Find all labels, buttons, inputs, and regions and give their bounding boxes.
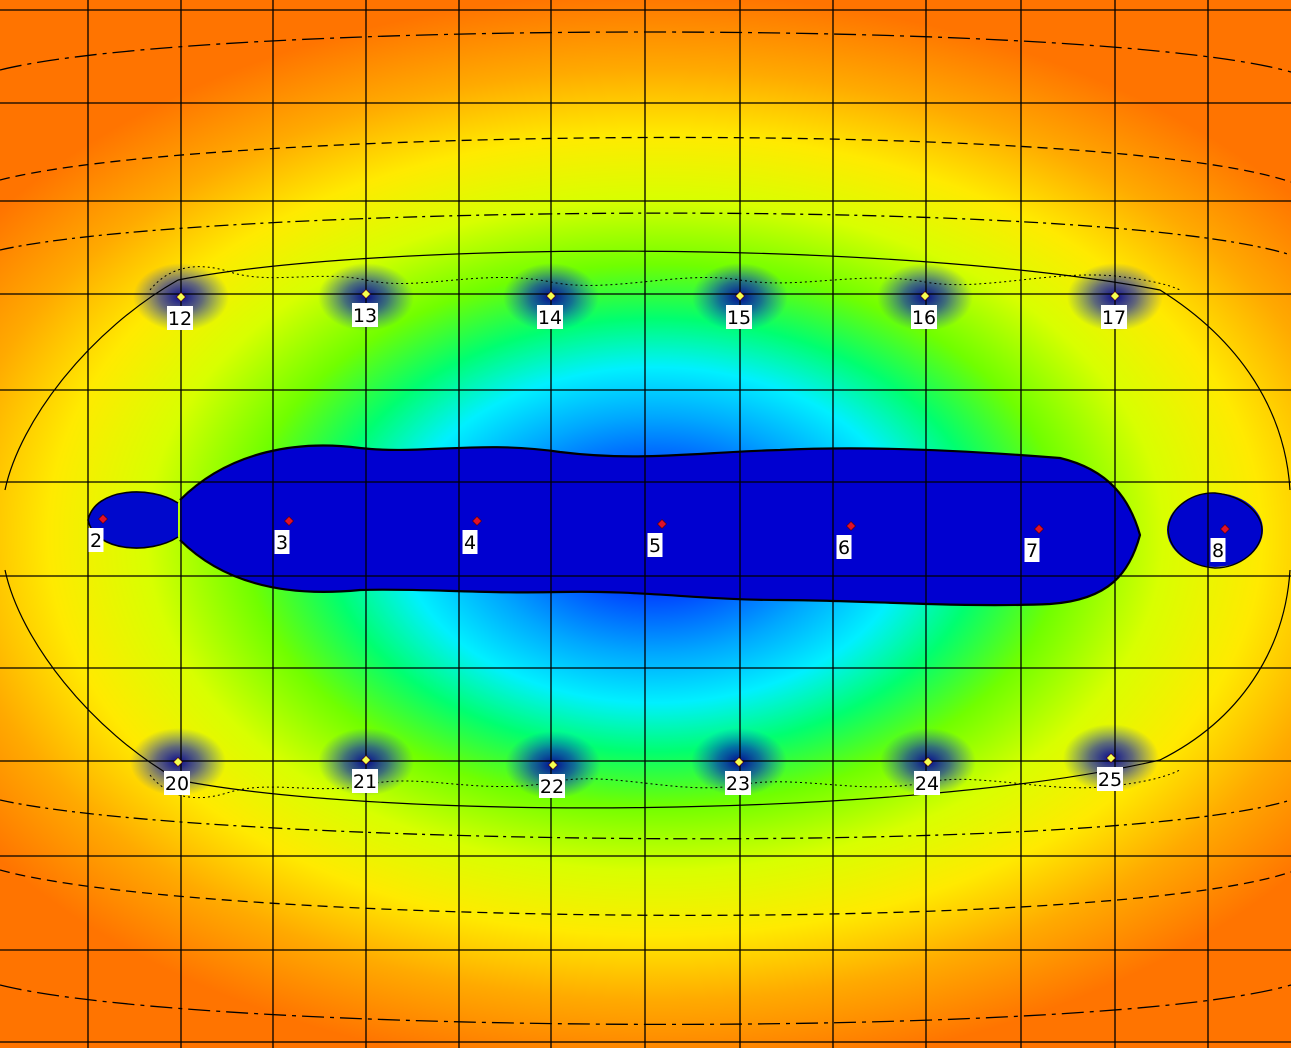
label-box bbox=[647, 533, 663, 557]
label-box bbox=[537, 305, 563, 329]
label-box bbox=[836, 535, 852, 559]
source-marker[interactable] bbox=[98, 514, 108, 524]
receiver-label: 13 bbox=[352, 303, 378, 327]
contour-lower-3 bbox=[0, 984, 1291, 1026]
label-box bbox=[352, 303, 378, 327]
receiver-dips bbox=[130, 263, 1163, 799]
label-box bbox=[352, 769, 378, 793]
label-text: 3 bbox=[276, 532, 288, 554]
source-marker[interactable] bbox=[1034, 524, 1044, 534]
source-label: 2 bbox=[88, 528, 104, 552]
source-label: 5 bbox=[647, 533, 663, 557]
label-text: 6 bbox=[838, 537, 850, 559]
label-text: 21 bbox=[353, 771, 377, 793]
receiver-marker[interactable] bbox=[923, 757, 933, 767]
label-box bbox=[726, 305, 752, 329]
label-box bbox=[1101, 305, 1127, 329]
label-text: 16 bbox=[912, 307, 936, 329]
receiver-marker[interactable] bbox=[735, 291, 745, 301]
source-marker[interactable] bbox=[657, 519, 667, 529]
receiver-marker[interactable] bbox=[361, 289, 371, 299]
label-text: 2 bbox=[90, 530, 102, 552]
label-text: 23 bbox=[726, 773, 750, 795]
receiver-label: 22 bbox=[539, 774, 565, 798]
receiver-marker[interactable] bbox=[173, 757, 183, 767]
source-label: 3 bbox=[274, 530, 290, 554]
receiver-label: 12 bbox=[167, 306, 193, 330]
receiver-label: 17 bbox=[1101, 305, 1127, 329]
source-label: 7 bbox=[1024, 538, 1040, 562]
label-box bbox=[462, 530, 478, 554]
source-marker[interactable] bbox=[472, 516, 482, 526]
source-label: 8 bbox=[1210, 538, 1226, 562]
label-box bbox=[167, 306, 193, 330]
label-text: 13 bbox=[353, 305, 377, 327]
receiver-marker[interactable] bbox=[548, 760, 558, 770]
label-text: 5 bbox=[649, 535, 661, 557]
contour-upper-2 bbox=[0, 136, 1291, 183]
receiver-marker[interactable] bbox=[1106, 753, 1116, 763]
source-label: 6 bbox=[836, 535, 852, 559]
contour-upper-3 bbox=[0, 31, 1291, 73]
label-text: 20 bbox=[165, 773, 189, 795]
source-label: 4 bbox=[462, 530, 478, 554]
label-box bbox=[725, 771, 751, 795]
label-text: 24 bbox=[915, 773, 939, 795]
receiver-marker[interactable] bbox=[1110, 291, 1120, 301]
contour-inner bbox=[179, 444, 1142, 607]
label-text: 7 bbox=[1026, 540, 1038, 562]
receiver-marker[interactable] bbox=[546, 291, 556, 301]
label-text: 12 bbox=[168, 308, 192, 330]
label-box bbox=[911, 305, 937, 329]
contour-middle bbox=[4, 250, 1291, 809]
label-box bbox=[1210, 538, 1226, 562]
receiver-label: 21 bbox=[352, 769, 378, 793]
source-marker[interactable] bbox=[846, 521, 856, 531]
contour-lower-2 bbox=[0, 869, 1291, 916]
contour-top-receivers bbox=[149, 266, 1181, 291]
receiver-label: 16 bbox=[911, 305, 937, 329]
receiver-marker[interactable] bbox=[361, 755, 371, 765]
label-box bbox=[1097, 767, 1123, 791]
contour-lower-1 bbox=[0, 799, 1291, 840]
source-marker[interactable] bbox=[284, 516, 294, 526]
label-text: 15 bbox=[727, 307, 751, 329]
label-text: 22 bbox=[540, 776, 564, 798]
receiver-marker[interactable] bbox=[920, 291, 930, 301]
label-box bbox=[164, 771, 190, 795]
receiver-marker[interactable] bbox=[176, 292, 186, 302]
label-text: 4 bbox=[464, 532, 476, 554]
receiver-marker[interactable] bbox=[734, 757, 744, 767]
receiver-label: 25 bbox=[1097, 767, 1123, 791]
contour-right-lobe bbox=[1167, 492, 1263, 569]
label-box bbox=[914, 771, 940, 795]
source-marker[interactable] bbox=[1220, 524, 1230, 534]
label-box bbox=[88, 528, 104, 552]
receiver-label: 20 bbox=[164, 771, 190, 795]
label-text: 8 bbox=[1212, 540, 1224, 562]
contour-bottom-receivers bbox=[149, 769, 1181, 799]
label-box bbox=[1024, 538, 1040, 562]
receiver-label: 23 bbox=[725, 771, 751, 795]
label-text: 14 bbox=[538, 307, 562, 329]
receiver-label: 15 bbox=[726, 305, 752, 329]
label-box bbox=[539, 774, 565, 798]
core-region bbox=[88, 445, 1263, 606]
label-text: 17 bbox=[1102, 307, 1126, 329]
contour-lines bbox=[0, 31, 1291, 1026]
label-box bbox=[274, 530, 290, 554]
contour-upper-1 bbox=[0, 212, 1291, 256]
label-text: 25 bbox=[1098, 769, 1122, 791]
receiver-label: 24 bbox=[914, 771, 940, 795]
receiver-label: 14 bbox=[537, 305, 563, 329]
